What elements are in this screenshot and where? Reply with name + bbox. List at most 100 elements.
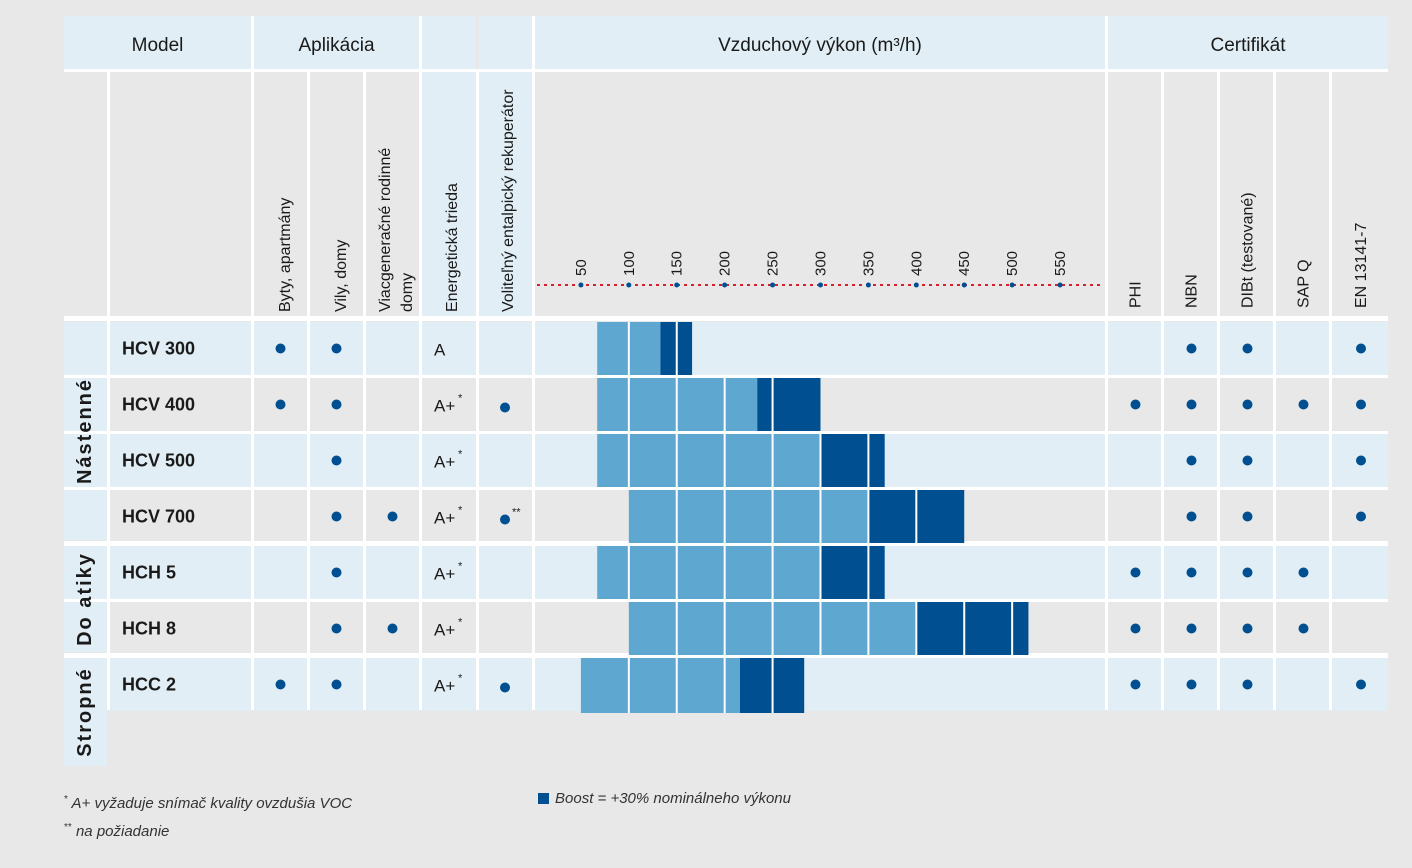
app-dot-0-0: [275, 343, 286, 354]
bar-grid-4-2: [675, 546, 678, 599]
header-energy-bg: [422, 16, 476, 316]
subheader-energy-class: Energetická trieda: [444, 183, 461, 312]
row-bg-model-4: [110, 546, 251, 599]
bar-nominal-6: [580, 658, 740, 713]
col-separator-1: [251, 72, 254, 710]
col-separator-top-2: [532, 16, 535, 72]
header-model: Model: [132, 35, 184, 56]
model-name-3: HCV 700: [122, 507, 195, 527]
cert-dot-3-4: [1356, 511, 1366, 522]
bar-grid-4-1: [627, 546, 630, 599]
subheader-cert-4: EN 13141-7: [1353, 223, 1370, 308]
model-name-4: HCH 5: [122, 563, 176, 583]
cert-dot-5-0: [1130, 623, 1141, 634]
cert-dot-4-3: [1298, 567, 1309, 578]
energy-class-4: A+: [434, 565, 455, 584]
bar-grid-3-6: [867, 490, 870, 543]
footnote-a-plus: * A+ vyžaduje snímač kvality ovzdušia VO…: [64, 794, 353, 812]
header-airflow-bg: [535, 16, 1105, 69]
row-bg-model-5: [110, 602, 251, 655]
cert-dot-6-2: [1242, 679, 1253, 690]
row-bg-app-6: [254, 658, 532, 711]
footnote-on-request: ** na požiadanie: [64, 822, 170, 840]
col-separator-10: [1273, 72, 1276, 710]
enthalpy-request-3: **: [512, 507, 521, 519]
enthalpy-dot-6: [500, 682, 510, 693]
row-bg-model-2: [110, 434, 251, 487]
bar-nominal-4: [597, 546, 821, 599]
cert-dot-4-1: [1186, 567, 1197, 578]
axis-tick-label-7: 400: [908, 251, 925, 276]
col-separator-top-3: [1105, 16, 1108, 72]
header-certificate: Certifikát: [1211, 35, 1287, 56]
cert-dot-5-2: [1242, 623, 1253, 634]
energy-star-6: *: [458, 673, 463, 685]
energy-class-2: A+: [434, 453, 455, 472]
group-bg-2: [64, 658, 107, 766]
header-application: Aplikácia: [298, 35, 374, 56]
bar-grid-5-7: [915, 602, 918, 655]
axis-tick-label-4: 250: [765, 251, 782, 276]
col-separator-8: [1161, 72, 1164, 710]
legend-boost-swatch: [538, 793, 549, 804]
energy-class-5: A+: [434, 621, 455, 640]
model-name-6: HCC 2: [122, 675, 176, 695]
energy-star-3: *: [458, 505, 463, 517]
header-application-bg: [254, 16, 419, 69]
enthalpy-dot-1: [500, 402, 510, 413]
enthalpy-dot-3: [500, 514, 510, 525]
bar-Boost-1: [757, 378, 821, 431]
axis-tick-dot-3: [722, 282, 728, 288]
cert-dot-2-1: [1186, 455, 1197, 466]
bar-grid-2-3: [723, 434, 726, 487]
axis-tick-label-10: 550: [1052, 251, 1069, 276]
cert-dot-0-4: [1356, 343, 1366, 354]
cert-dot-1-4: [1356, 399, 1366, 410]
row-bg-model-3: [110, 490, 251, 543]
bar-grid-2-2: [675, 434, 678, 487]
bar-grid-5-5: [819, 602, 822, 655]
header-model-bg: [64, 16, 251, 69]
subheader-multigen-line2: domy: [399, 273, 416, 312]
bar-grid-1-1: [627, 378, 630, 431]
energy-star-2: *: [458, 449, 463, 461]
bar-grid-6-4: [771, 658, 774, 713]
bar-grid-4-4: [771, 546, 774, 599]
bar-grid-2-1: [627, 434, 630, 487]
bar-grid-1-4: [771, 378, 774, 431]
bar-nominal-3: [628, 490, 869, 543]
energy-star-5: *: [458, 617, 463, 629]
col-separator-3: [363, 72, 366, 710]
row-separator-1: [64, 375, 1388, 378]
axis-tick-label-3: 200: [717, 251, 734, 276]
col-separator-2: [307, 72, 310, 710]
app-dot-5-2: [387, 623, 398, 634]
subheader-cert-1: NBN: [1184, 274, 1201, 308]
cert-dot-4-0: [1130, 567, 1141, 578]
row-bg-app-4: [254, 546, 532, 599]
subheader-cert-3: SAP Q: [1296, 259, 1313, 308]
group-label-2: Stropné: [74, 667, 96, 757]
cert-dot-2-2: [1242, 455, 1253, 466]
bar-grid-2-5: [819, 434, 822, 487]
cert-dot-5-1: [1186, 623, 1197, 634]
app-dot-5-1: [331, 623, 342, 634]
axis-tick-dot-0: [578, 282, 584, 288]
bar-grid-5-4: [771, 602, 774, 655]
cert-dot-0-1: [1186, 343, 1197, 354]
cert-dot-6-4: [1356, 679, 1366, 690]
subheader-apartments: Byty, apartmány: [277, 198, 294, 312]
cert-dot-3-1: [1186, 511, 1197, 522]
bar-grid-3-5: [819, 490, 822, 543]
app-dot-4-1: [331, 567, 342, 578]
header-certificate-bg: [1108, 16, 1388, 69]
bar-grid-4-5: [819, 546, 822, 599]
bar-grid-6-1: [627, 658, 630, 713]
app-dot-1-0: [275, 399, 286, 410]
bar-grid-1-2: [675, 378, 678, 431]
row-separator-4: [64, 541, 1388, 546]
app-dot-3-1: [331, 511, 342, 522]
app-dot-0-1: [331, 343, 342, 354]
model-name-5: HCH 8: [122, 619, 176, 639]
